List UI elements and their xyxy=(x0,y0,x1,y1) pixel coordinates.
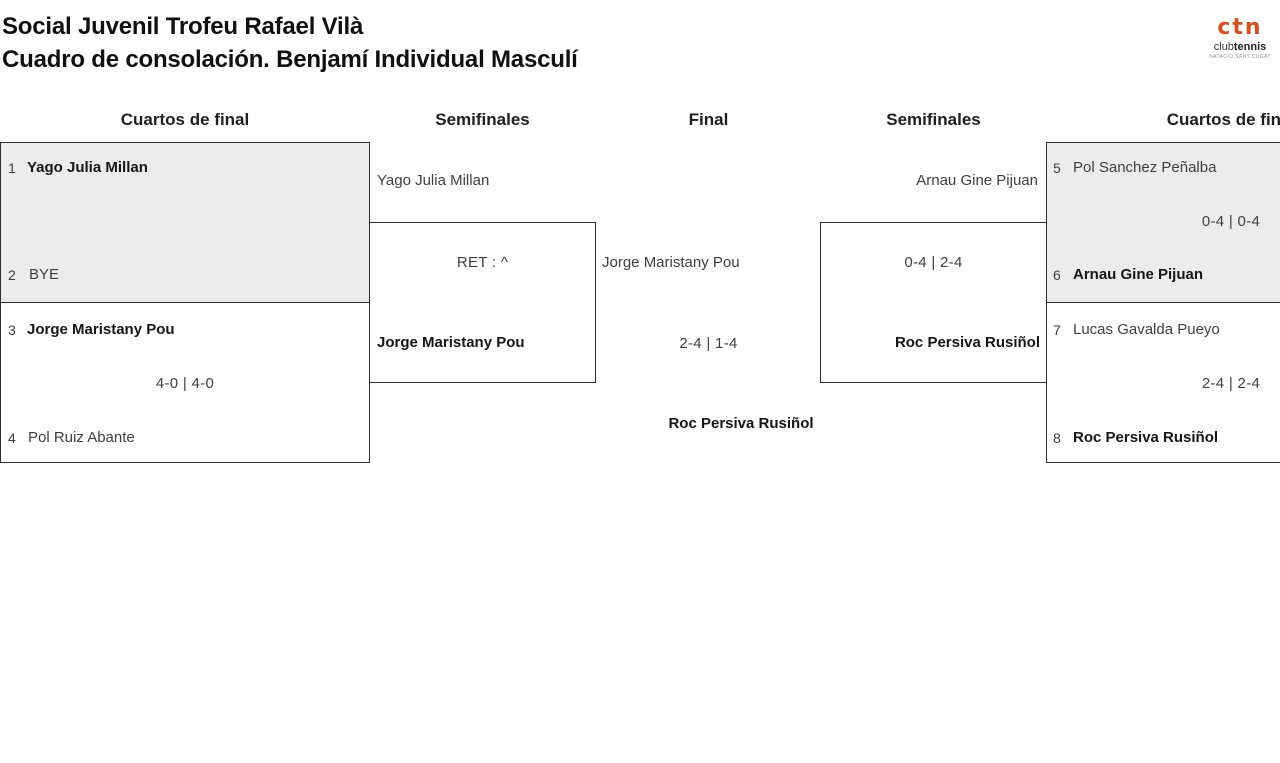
qf2-right-score: 2-4 | 2-4 xyxy=(1201,375,1261,392)
semifinal-left-score: RET : ^ xyxy=(456,254,509,271)
club-logo-tagline: NATACIÓ SANT CUGAT xyxy=(1209,54,1271,60)
round-header-quarterfinals-right: Cuartos de final xyxy=(1166,110,1280,129)
page-subtitle: Cuadro de consolación. Benjamí Individua… xyxy=(2,46,578,73)
semifinal-right-player-bottom: Roc Persiva Rusiñol xyxy=(894,334,1040,351)
qf2-right-player-top: Lucas Gavalda Pueyo xyxy=(1073,321,1220,338)
round-header-semifinals-left: Semifinales xyxy=(435,110,530,129)
round-header-final: Final xyxy=(688,110,729,129)
qf1-right-seed-top: 5 xyxy=(1053,160,1061,176)
qf1-left-player-bottom: BYE xyxy=(29,266,60,283)
club-tennis-logo[interactable]: ctn clubtennis NATACIÓ SANT CUGAT xyxy=(1206,16,1274,61)
semifinal-left-player-top: Yago Julia Millan xyxy=(377,172,490,189)
qf1-left-player-top: Yago Julia Millan xyxy=(27,159,148,176)
qf1-left-seed-bottom: 2 xyxy=(8,267,16,283)
qf2-right-seed-bottom: 8 xyxy=(1053,430,1061,446)
match-box-qf2-right xyxy=(1046,302,1280,463)
qf1-right-player-bottom: Arnau Gine Pijuan xyxy=(1073,266,1204,283)
qf2-left-score: 4-0 | 4-0 xyxy=(155,375,215,392)
final-score: 2-4 | 1-4 xyxy=(679,335,738,352)
semifinal-right-player-top: Arnau Gine Pijuan xyxy=(916,172,1038,189)
qf2-right-player-bottom: Roc Persiva Rusiñol xyxy=(1073,429,1219,446)
club-logo-word-light: club xyxy=(1213,41,1234,53)
qf2-left-seed-bottom: 4 xyxy=(8,430,16,446)
qf2-right-seed-top: 7 xyxy=(1053,322,1061,338)
club-logo-word-bold: tennis xyxy=(1233,41,1267,53)
club-logo-wordmark: clubtennis xyxy=(1206,41,1274,53)
qf1-right-player-top: Pol Sanchez Peñalba xyxy=(1073,159,1217,176)
qf2-left-player-bottom: Pol Ruiz Abante xyxy=(28,429,135,446)
qf1-right-score: 0-4 | 0-4 xyxy=(1201,213,1261,230)
match-box-qf2-left xyxy=(0,302,370,463)
final-champion: Roc Persiva Rusiñol xyxy=(668,415,814,432)
qf2-left-seed-top: 3 xyxy=(8,322,16,338)
page-title-block: Social Juvenil Trofeu Rafael Vilà Cuadro… xyxy=(2,10,578,76)
final-finalist-left: Jorge Maristany Pou xyxy=(602,254,740,271)
match-box-qf1-left xyxy=(0,142,370,303)
qf1-left-seed-top: 1 xyxy=(8,160,16,176)
page-title: Social Juvenil Trofeu Rafael Vilà xyxy=(2,13,364,40)
club-logo-monogram-icon: ctn xyxy=(1217,15,1263,40)
round-header-quarterfinals-left: Cuartos de final xyxy=(120,110,250,129)
semifinal-left-player-bottom: Jorge Maristany Pou xyxy=(377,334,525,351)
match-box-semifinal-left xyxy=(369,222,596,383)
match-box-semifinal-right xyxy=(820,222,1047,383)
qf1-right-seed-bottom: 6 xyxy=(1053,267,1061,283)
semifinal-right-score: 0-4 | 2-4 xyxy=(904,254,963,271)
round-header-semifinals-right: Semifinales xyxy=(886,110,981,129)
qf2-left-player-top: Jorge Maristany Pou xyxy=(27,321,175,338)
match-box-qf1-right xyxy=(1046,142,1280,303)
